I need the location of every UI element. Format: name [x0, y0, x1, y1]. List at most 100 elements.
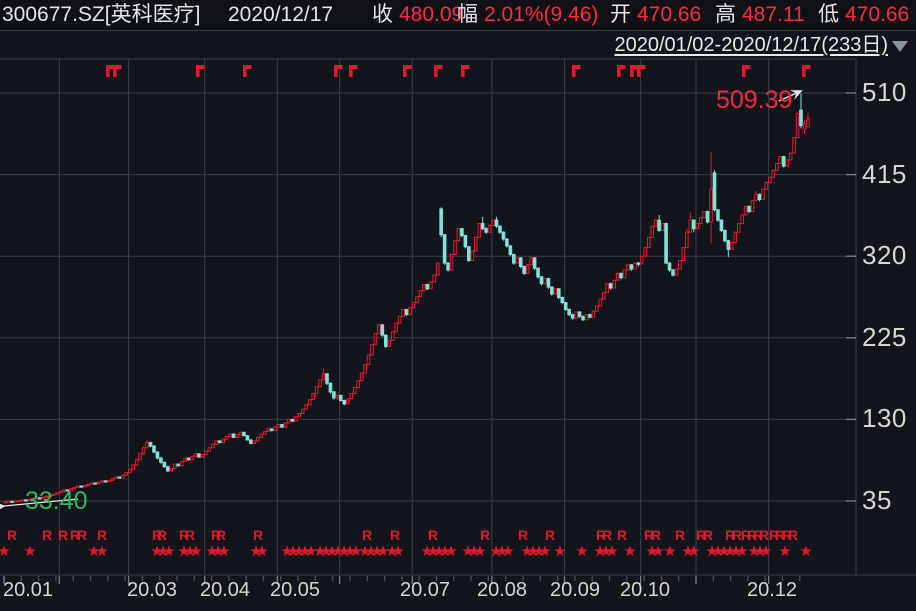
r-event-marker: R	[7, 527, 17, 543]
r-event-marker: R	[602, 527, 612, 543]
x-axis-label: 20.10	[620, 579, 671, 601]
r-event-marker: R	[545, 527, 555, 543]
star-event-marker: ★	[325, 542, 338, 560]
x-axis-label: 20.09	[550, 579, 601, 601]
r-event-marker: R	[675, 527, 685, 543]
star-event-marker: ★	[358, 542, 371, 560]
r-event-marker: R	[58, 527, 68, 543]
event-flag-icon	[434, 65, 443, 77]
star-event-marker: ★	[711, 542, 724, 560]
event-flag-icon	[349, 65, 358, 77]
r-event-marker: R	[788, 527, 798, 543]
x-axis-label: 20.08	[477, 579, 528, 601]
event-flag-icon	[637, 65, 646, 77]
star-event-marker: ★	[217, 542, 230, 560]
annotation-arrows	[0, 90, 803, 513]
star-event-marker: ★	[495, 542, 508, 560]
event-flag-icon	[802, 65, 811, 77]
star-event-marker: ★	[723, 542, 736, 560]
event-flag-icon	[106, 65, 115, 77]
r-event-marker: R	[42, 527, 52, 543]
r-event-marker: R	[732, 527, 742, 543]
y-axis-label: 35	[862, 485, 892, 515]
star-event-marker: ★	[651, 542, 664, 560]
high-value: 487.11	[742, 3, 805, 26]
event-flag-icon	[113, 65, 122, 77]
star-event-marker: ★	[292, 542, 305, 560]
r-event-marker: R	[617, 527, 627, 543]
star-event-marker: ★	[444, 542, 457, 560]
low-arrow	[0, 498, 79, 513]
r-event-marker: R	[747, 527, 757, 543]
star-event-marker: ★	[255, 542, 268, 560]
r-event-marker: R	[157, 527, 167, 543]
x-axis-label: 20.03	[127, 579, 178, 601]
star-event-marker: ★	[364, 542, 377, 560]
star-event-marker: ★	[687, 542, 700, 560]
star-event-marker: ★	[645, 542, 658, 560]
r-event-marker: R	[185, 527, 195, 543]
star-event-marker: ★	[729, 542, 742, 560]
event-flag-icon	[334, 65, 343, 77]
r-event-marker: R	[644, 527, 654, 543]
star-event-marker: ★	[331, 542, 344, 560]
star-event-marker: ★	[343, 542, 356, 560]
star-event-marker: ★	[249, 542, 262, 560]
star-event-marker: ★	[156, 542, 169, 560]
quote-date: 2020/12/17	[228, 3, 334, 26]
x-axis-label: 20.04	[200, 579, 251, 601]
r-event-marker: R	[725, 527, 735, 543]
low-label: 低	[818, 3, 839, 26]
r-event-marker: R	[211, 527, 221, 543]
star-event-marker: ★	[681, 542, 694, 560]
star-event-marker: ★	[376, 542, 389, 560]
r-event-marker: R	[216, 527, 226, 543]
x-axis-label: 20.12	[747, 579, 798, 601]
stock-symbol: 300677.SZ[英科医疗]	[2, 3, 201, 26]
star-event-marker: ★	[759, 542, 772, 560]
r-event-marker: R	[253, 527, 263, 543]
star-event-marker: ★	[799, 542, 812, 560]
r-event-marker: R	[97, 527, 107, 543]
star-event-marker: ★	[526, 542, 539, 560]
r-event-marker: R	[759, 527, 769, 543]
date-range-selector[interactable]: 2020/01/02-2020/12/17(233日)	[614, 33, 908, 57]
event-flag-icon	[630, 65, 639, 77]
high-arrow	[778, 90, 803, 102]
r-event-marker: R	[741, 527, 751, 543]
star-event-marker: ★	[438, 542, 451, 560]
star-event-marker: ★	[162, 542, 175, 560]
y-axis-label: 510	[862, 77, 907, 107]
open-label: 开	[610, 3, 631, 26]
r-event-marker: R	[753, 527, 763, 543]
period-high-annotation: 509.39	[716, 86, 793, 114]
star-event-marker: ★	[717, 542, 730, 560]
r-event-marker: R	[77, 527, 87, 543]
star-event-marker: ★	[705, 542, 718, 560]
star-event-marker: ★	[753, 542, 766, 560]
event-flag-icon	[403, 65, 412, 77]
triangle-down-icon	[892, 41, 908, 52]
r-event-marker: R	[769, 527, 779, 543]
star-event-marker: ★	[0, 542, 11, 560]
star-event-marker: ★	[473, 542, 486, 560]
star-event-marker: ★	[778, 542, 791, 560]
r-event-marker: R	[480, 527, 490, 543]
top-event-flags	[106, 65, 811, 77]
star-event-marker: ★	[575, 542, 588, 560]
star-event-marker: ★	[599, 542, 612, 560]
star-event-marker: ★	[593, 542, 606, 560]
star-event-marker: ★	[150, 542, 163, 560]
r-event-marker: R	[703, 527, 713, 543]
y-axis-label: 415	[862, 158, 907, 189]
x-axis-label: 20.05	[270, 579, 321, 601]
period-low-annotation: 33.40	[25, 487, 88, 515]
low-value: 470.66	[845, 3, 910, 26]
star-event-marker: ★	[461, 542, 474, 560]
star-event-marker: ★	[489, 542, 502, 560]
y-axis-label: 130	[862, 403, 907, 434]
r-event-marker: R	[696, 527, 706, 543]
star-event-marker: ★	[298, 542, 311, 560]
r-event-marker: R	[428, 527, 438, 543]
